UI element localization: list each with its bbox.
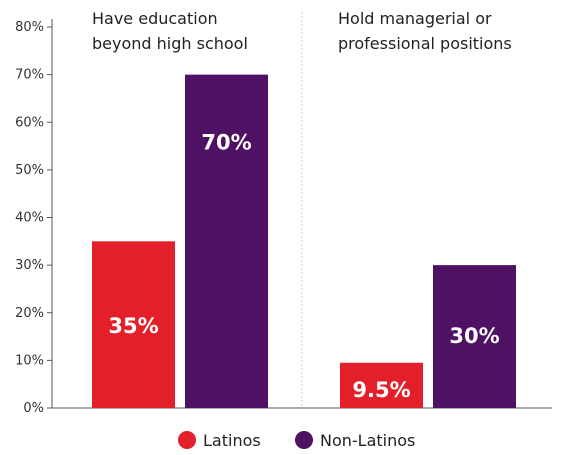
legend: Latinos Non-Latinos [178,431,415,450]
value-labels: 35% 9.5% 70% 30% [108,131,499,402]
group-title-line: Hold managerial or [338,9,492,28]
legend-label: Latinos [203,431,261,450]
y-tick-label: 60% [15,115,44,130]
y-tick-label: 80% [15,20,44,35]
legend-label: Non-Latinos [320,431,415,450]
y-tick-label: 30% [15,258,44,273]
y-tick-label: 50% [15,163,44,178]
data-label: 30% [449,324,499,348]
legend-marker [295,431,313,449]
bar [340,362,423,408]
group-title-line: beyond high school [92,34,248,53]
bars [92,74,516,408]
bar [92,241,175,408]
y-tick-label: 10% [15,353,44,368]
data-label: 70% [201,131,251,155]
data-label: 9.5% [352,378,410,402]
data-label: 35% [108,314,158,338]
bar [185,74,268,408]
y-tick-label: 70% [15,68,44,83]
bar [433,265,516,408]
y-tick-label: 0% [23,401,44,416]
group-title-line: professional positions [338,34,512,53]
y-tick-label: 40% [15,211,44,226]
group-title-line: Have education [92,9,218,28]
legend-marker [178,431,196,449]
y-tick-label: 20% [15,306,44,321]
group-titles: Have education beyond high school Hold man… [92,9,512,53]
